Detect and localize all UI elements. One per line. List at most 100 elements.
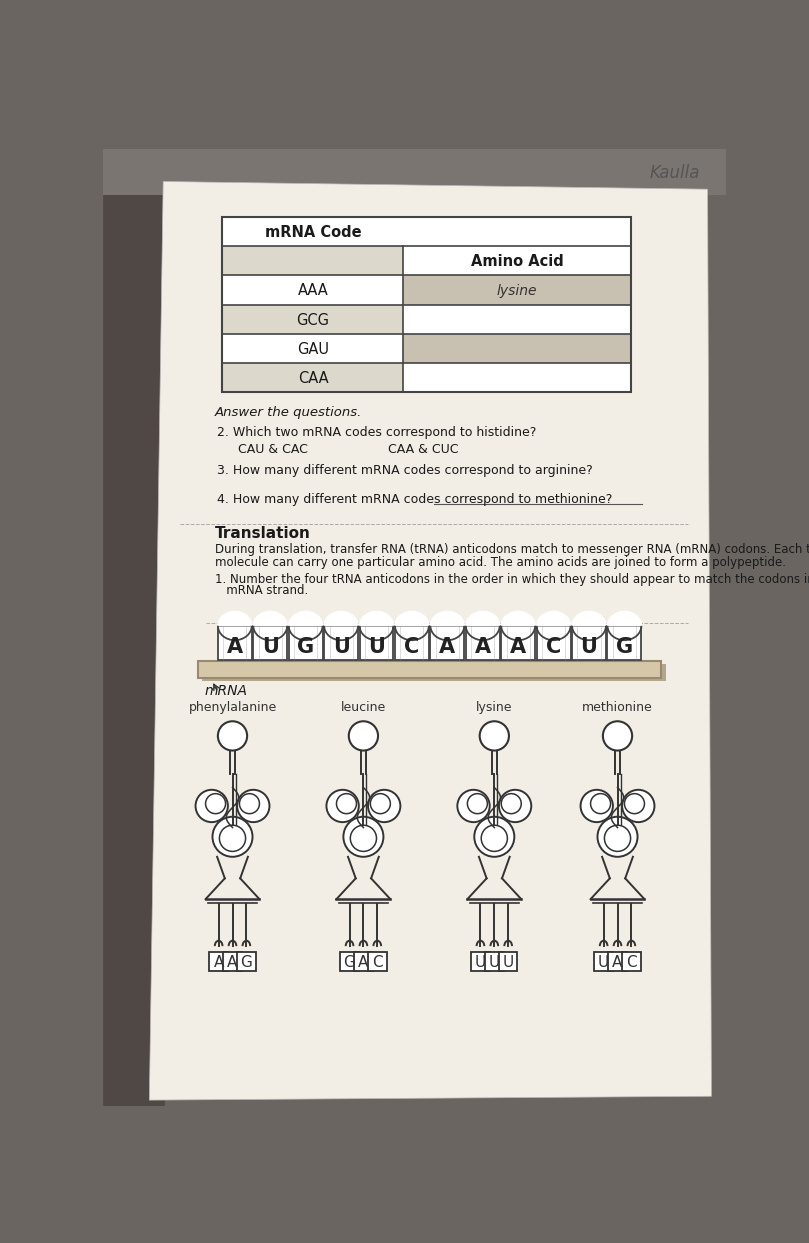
Circle shape (239, 793, 260, 814)
Text: U: U (368, 636, 385, 656)
Text: 2. Which two mRNA codes correspond to histidine?: 2. Which two mRNA codes correspond to hi… (217, 425, 536, 439)
Circle shape (625, 793, 645, 814)
Bar (222, 218, 630, 393)
Text: Kaulla: Kaulla (650, 164, 701, 183)
Bar (198, 661, 662, 679)
Polygon shape (104, 149, 726, 195)
Text: Answer the questions.: Answer the questions. (215, 405, 362, 419)
Text: U: U (581, 636, 598, 656)
Text: A: A (227, 636, 243, 656)
Polygon shape (608, 612, 642, 625)
Bar (471, 952, 489, 971)
Circle shape (196, 789, 228, 822)
Bar (222, 218, 630, 393)
Circle shape (457, 789, 489, 822)
Text: U: U (475, 955, 486, 970)
Bar (202, 664, 666, 681)
Text: A: A (227, 955, 238, 970)
Polygon shape (430, 612, 464, 625)
Bar (485, 952, 503, 971)
Text: U: U (598, 955, 609, 970)
Circle shape (218, 721, 247, 751)
Polygon shape (395, 612, 429, 625)
Text: A: A (475, 636, 491, 656)
Circle shape (591, 793, 611, 814)
Bar (210, 952, 228, 971)
Bar (404, 276, 630, 305)
Bar (395, 625, 429, 660)
Circle shape (598, 817, 637, 856)
Circle shape (205, 793, 226, 814)
Text: methionine: methionine (582, 701, 653, 713)
Polygon shape (218, 612, 252, 625)
Text: Amino Acid: Amino Acid (471, 254, 563, 268)
Text: GAU: GAU (297, 342, 329, 357)
Text: mRNA strand.: mRNA strand. (215, 584, 308, 597)
Text: GCG: GCG (296, 312, 329, 328)
Bar (354, 952, 373, 971)
Circle shape (213, 817, 252, 856)
Text: 3. How many different mRNA codes correspond to arginine?: 3. How many different mRNA codes corresp… (217, 464, 593, 477)
Circle shape (349, 721, 378, 751)
Circle shape (343, 817, 383, 856)
Circle shape (237, 789, 269, 822)
Circle shape (499, 789, 532, 822)
Text: U: U (489, 955, 500, 970)
Circle shape (603, 721, 632, 751)
Bar (222, 363, 404, 393)
Bar (237, 952, 256, 971)
Text: phenylalanine: phenylalanine (188, 701, 277, 713)
Circle shape (474, 817, 515, 856)
Polygon shape (536, 612, 570, 625)
Circle shape (368, 789, 400, 822)
Circle shape (604, 825, 630, 851)
Text: G: G (240, 955, 252, 970)
Bar (608, 625, 642, 660)
Bar (341, 952, 358, 971)
Polygon shape (324, 612, 358, 625)
Bar (499, 952, 518, 971)
Text: mRNA: mRNA (204, 684, 247, 699)
Polygon shape (289, 612, 323, 625)
Bar (253, 625, 287, 660)
Circle shape (480, 721, 509, 751)
Text: C: C (404, 636, 420, 656)
Text: U: U (502, 955, 514, 970)
Circle shape (581, 789, 613, 822)
Text: AAA: AAA (298, 283, 328, 298)
Text: CAA: CAA (298, 372, 328, 387)
Circle shape (468, 793, 487, 814)
Bar (536, 625, 570, 660)
Bar (572, 625, 606, 660)
Circle shape (502, 793, 521, 814)
Circle shape (371, 793, 391, 814)
Text: mRNA Code: mRNA Code (265, 225, 362, 240)
Bar (223, 952, 242, 971)
Circle shape (337, 793, 357, 814)
Text: 1. Number the four tRNA anticodons in the order in which they should appear to m: 1. Number the four tRNA anticodons in th… (215, 573, 809, 585)
Text: G: G (616, 636, 633, 656)
Bar (359, 625, 393, 660)
Text: A: A (612, 955, 623, 970)
Text: lysine: lysine (497, 283, 537, 298)
Circle shape (622, 789, 654, 822)
Circle shape (219, 825, 246, 851)
Circle shape (327, 789, 358, 822)
Bar (218, 625, 252, 660)
Bar (502, 625, 535, 660)
Bar (466, 625, 500, 660)
Text: U: U (262, 636, 278, 656)
Bar (404, 334, 630, 363)
Polygon shape (150, 181, 711, 1100)
Polygon shape (502, 612, 535, 625)
Text: A: A (510, 636, 526, 656)
Circle shape (350, 825, 376, 851)
Text: C: C (626, 955, 637, 970)
Bar (622, 952, 641, 971)
Polygon shape (359, 612, 393, 625)
Text: C: C (372, 955, 383, 970)
Bar (430, 625, 464, 660)
Text: G: G (344, 955, 355, 970)
Text: leucine: leucine (341, 701, 386, 713)
Bar (324, 625, 358, 660)
